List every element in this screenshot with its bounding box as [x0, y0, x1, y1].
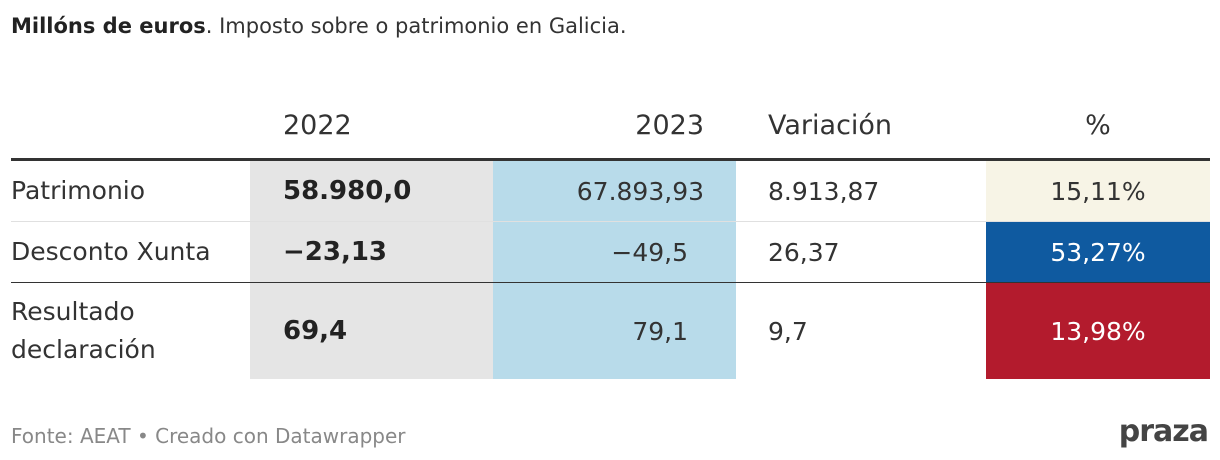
cell-2023: 79,1 — [493, 283, 736, 379]
cell-variation: 9,7 — [768, 316, 808, 346]
header-2022: 2022 — [283, 109, 352, 141]
praza-logo: praza — [1118, 414, 1209, 449]
chart-title: Millóns de euros — [11, 14, 206, 38]
row-label: Resultado declaración — [11, 297, 156, 364]
row-label: Patrimonio — [11, 176, 146, 205]
cell-2023: 67.893,93 — [493, 161, 736, 221]
chart-subtitle: Millóns de euros. Imposto sobre o patrim… — [11, 14, 627, 38]
cell-2022: 58.980,0 — [250, 161, 493, 221]
cell-variation: 8.913,87 — [768, 176, 880, 206]
table-header-row: 2022 2023 Variación % — [11, 90, 1210, 161]
table-row: Resultado declaración 69,4 79,1 9,7 13,9… — [11, 283, 1210, 379]
cell-variation: 26,37 — [768, 237, 840, 267]
table-row: Desconto Xunta −23,13 −49,5 26,37 53,27% — [11, 222, 1210, 283]
chart-description: . Imposto sobre o patrimonio en Galicia. — [205, 14, 627, 38]
source-footer: Fonte: AEAT • Creado con Datawrapper — [11, 424, 406, 448]
cell-percent: 53,27% — [986, 222, 1210, 282]
cell-2023: −49,5 — [493, 222, 736, 282]
row-label: Desconto Xunta — [11, 237, 211, 266]
data-table: 2022 2023 Variación % Patrimonio 58.980,… — [11, 90, 1210, 379]
cell-percent: 15,11% — [986, 161, 1210, 221]
header-label-col — [11, 90, 250, 158]
header-variation: Variación — [768, 109, 893, 141]
cell-2022: 69,4 — [250, 283, 493, 379]
cell-percent: 13,98% — [986, 283, 1210, 379]
table-row: Patrimonio 58.980,0 67.893,93 8.913,87 1… — [11, 161, 1210, 222]
header-percent: % — [1085, 109, 1111, 141]
cell-2022: −23,13 — [250, 222, 493, 282]
header-2023: 2023 — [635, 109, 704, 141]
